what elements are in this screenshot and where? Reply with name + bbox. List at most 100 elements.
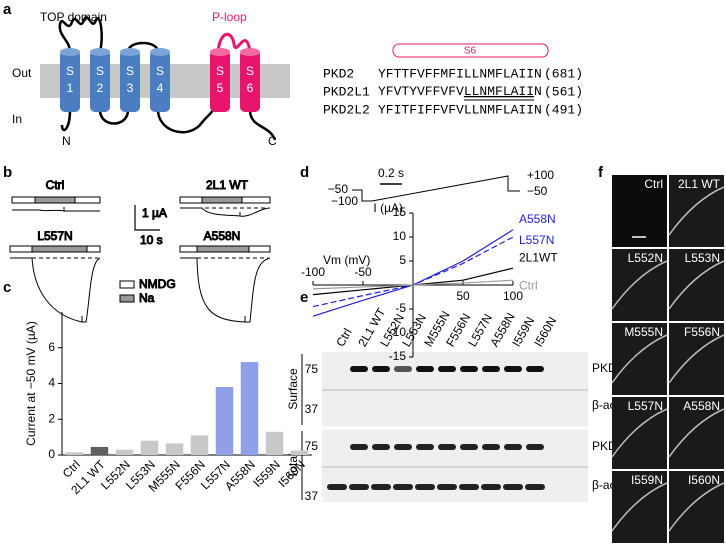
- y-tick-label: -10: [389, 325, 407, 339]
- scale-label: 10 s: [140, 233, 163, 247]
- band: [327, 484, 347, 490]
- helix-top: [90, 48, 110, 56]
- y-tick-label: -15: [389, 349, 407, 363]
- series-label: Ctrl: [519, 278, 538, 292]
- image-label: L557N: [628, 399, 663, 413]
- micrograph: [669, 323, 724, 395]
- band: [526, 366, 544, 372]
- band: [438, 444, 456, 450]
- membrane-signal: [611, 408, 668, 458]
- y-tick-label: 15: [393, 205, 407, 219]
- protocol-label: +100: [527, 168, 554, 182]
- scale-bar: [134, 205, 160, 231]
- loops: [98, 109, 277, 141]
- bar: [90, 446, 109, 455]
- n-tail: [60, 109, 72, 132]
- marker: 37: [305, 402, 319, 416]
- image-label: I560N: [688, 473, 720, 487]
- legend-swatch: [119, 280, 135, 289]
- band: [459, 484, 479, 490]
- protocol-trace: [352, 175, 520, 202]
- micrograph: [612, 249, 667, 321]
- band: [350, 444, 368, 450]
- bar: [31, 245, 88, 253]
- bar: [115, 449, 134, 455]
- lane-label: Ctrl: [333, 326, 354, 349]
- marker: 75: [305, 362, 319, 376]
- x-tick-label: I559N: [250, 457, 283, 490]
- image-label: 2L1 WT: [678, 177, 721, 191]
- series-line: [312, 279, 514, 290]
- micrograph: [669, 471, 724, 543]
- micrograph: [669, 175, 724, 247]
- bar: [240, 362, 259, 455]
- y-tick-label: -5: [395, 301, 406, 315]
- helix: [240, 50, 260, 112]
- band: [349, 484, 369, 490]
- membrane-signal: [668, 408, 725, 458]
- micrograph: [612, 397, 667, 469]
- bar: [165, 443, 184, 455]
- helix-label: 4: [157, 81, 164, 95]
- seq-part: LLNMFLAII: [464, 84, 534, 99]
- group-label: Total: [286, 453, 300, 478]
- band: [372, 444, 390, 450]
- bar: [290, 450, 309, 455]
- bar: [140, 440, 159, 455]
- band: [350, 366, 368, 372]
- micrograph: [612, 471, 667, 543]
- marker: 75: [305, 439, 319, 453]
- image-label: F556N: [684, 325, 720, 339]
- y-tick-label: 10: [393, 229, 407, 243]
- image-label: L553N: [685, 251, 720, 265]
- membrane-signal: [611, 334, 668, 384]
- protocol-label: −100: [331, 194, 358, 208]
- helix-label: S: [156, 64, 164, 78]
- panel-label: b: [3, 164, 12, 181]
- y-tick-label: 0: [48, 447, 55, 461]
- image-label: A558N: [683, 399, 720, 413]
- y-tick-label: 2: [48, 411, 55, 425]
- band: [416, 444, 434, 450]
- series-label: A558N: [519, 212, 556, 226]
- image-label: L552N: [628, 251, 663, 265]
- label: Out: [12, 66, 32, 80]
- helix-label: 5: [217, 81, 224, 95]
- label: C: [268, 134, 277, 148]
- helix-label: S: [66, 64, 74, 78]
- trace-label: Ctrl: [46, 178, 65, 192]
- band: [482, 444, 500, 450]
- helix-top: [210, 48, 230, 56]
- bar: [190, 435, 209, 455]
- helix-label: 2: [97, 81, 104, 95]
- seq-end: (681): [544, 66, 583, 81]
- trace: [12, 207, 100, 212]
- y-tick-label: 5: [399, 253, 406, 267]
- panel-label: f: [598, 164, 604, 181]
- trace-label: 2L1 WT: [206, 178, 249, 192]
- helix-label: 6: [247, 81, 254, 95]
- helix: [120, 50, 140, 112]
- sequence: YFITFIFFVFVLLNMFLAIIN: [378, 102, 542, 117]
- membrane-signal: [611, 482, 668, 532]
- band: [437, 484, 457, 490]
- helix-top: [240, 48, 260, 56]
- band: [415, 484, 435, 490]
- panel-label: d: [300, 164, 309, 181]
- band: [526, 444, 544, 450]
- membrane-signal: [668, 186, 725, 236]
- helix: [210, 50, 230, 112]
- seq-part: N: [534, 84, 542, 99]
- seq-end: (561): [544, 84, 583, 99]
- band: [372, 366, 390, 372]
- seq-end: (491): [544, 102, 583, 117]
- s6-label: S6: [464, 46, 477, 57]
- panel-label: c: [3, 279, 11, 296]
- group-label: Surface: [286, 368, 300, 410]
- image-label: I559N: [631, 473, 663, 487]
- lane-label: I560N: [531, 314, 559, 349]
- protocol-label: −50: [328, 182, 349, 196]
- bar: [196, 245, 250, 253]
- label: N: [62, 134, 71, 148]
